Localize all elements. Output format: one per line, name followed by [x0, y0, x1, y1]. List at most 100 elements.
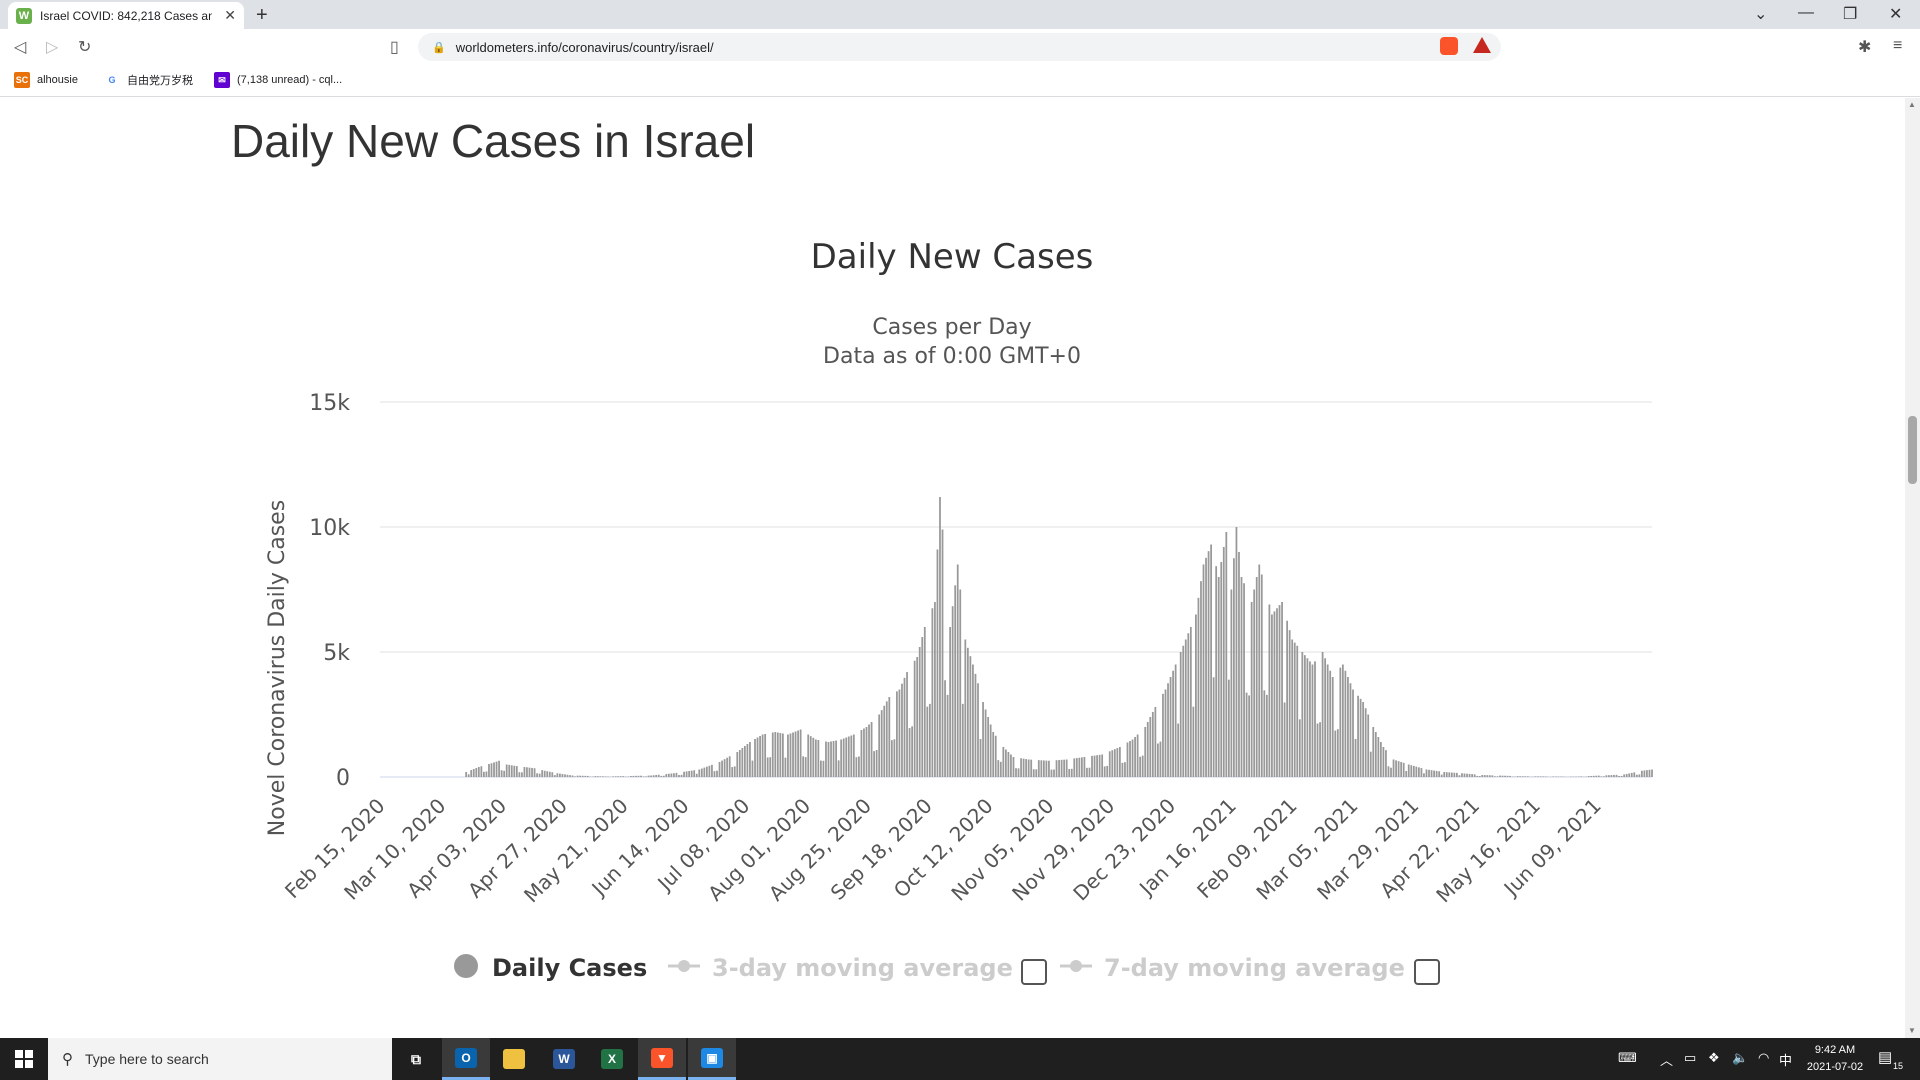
task-view-button[interactable]: ⧉ [392, 1038, 440, 1080]
bar [1058, 760, 1060, 777]
word-app[interactable]: W [540, 1038, 588, 1080]
bar [698, 769, 701, 777]
bar [1344, 670, 1347, 777]
keyboard-icon[interactable]: ⌨ [1618, 1050, 1637, 1065]
minimize-button[interactable]: — [1798, 4, 1814, 21]
tab-israel-covid[interactable]: W Israel COVID: 842,218 Cases and 6 ✕ [8, 2, 244, 29]
mail-icon: ✉ [214, 72, 230, 88]
bar [1020, 758, 1022, 777]
clock[interactable]: 9:42 AM 2021-07-02 [1795, 1042, 1875, 1076]
bar [1534, 776, 1537, 777]
bar [1136, 734, 1139, 777]
tab-search-icon[interactable]: ⌄ [1754, 6, 1768, 23]
bar [500, 770, 503, 777]
bar [477, 767, 480, 777]
bar [769, 757, 772, 777]
bar [896, 691, 898, 777]
tab-title: Israel COVID: 842,218 Cases and 6 [40, 8, 212, 23]
bookmark-icon[interactable]: ▯ [390, 39, 399, 56]
scroll-down-icon[interactable]: ▼ [1908, 1026, 1916, 1035]
bar [1597, 775, 1600, 777]
battery-icon[interactable]: ▭ [1684, 1050, 1697, 1065]
excel-app[interactable]: X [588, 1038, 636, 1080]
bar [1506, 775, 1509, 777]
scrollbar-thumb[interactable] [1908, 416, 1917, 484]
bar [1397, 761, 1400, 777]
tab-bar: W Israel COVID: 842,218 Cases and 6 ✕ + … [0, 0, 1920, 29]
bar [847, 736, 850, 777]
bar [898, 689, 901, 777]
y-axis-label: Novel Coronavirus Daily Cases [265, 500, 290, 836]
brave-rewards-icon[interactable] [1473, 37, 1491, 53]
extensions-icon[interactable]: ✱ [1858, 39, 1872, 56]
bar [1073, 758, 1076, 777]
bar [503, 770, 506, 777]
bar [657, 774, 660, 777]
forward-icon[interactable]: ▷ [46, 39, 59, 56]
bar [989, 724, 992, 777]
restore-button[interactable]: ❐ [1843, 6, 1858, 23]
y-tick-label: 5k [323, 641, 350, 666]
bar [1466, 773, 1468, 777]
bar [1222, 547, 1225, 777]
file-explorer-app[interactable] [490, 1038, 538, 1080]
remote-app[interactable]: ▣ [688, 1038, 736, 1080]
brave-shields-icon[interactable] [1440, 37, 1458, 55]
bar [1473, 774, 1476, 777]
bookmark-item[interactable]: G 自由党万岁税 [104, 72, 193, 88]
bookmark-item[interactable]: ✉ (7,138 unread) - cql... [214, 72, 342, 88]
bar [830, 741, 832, 777]
bar [1004, 749, 1007, 777]
bar [1271, 614, 1273, 777]
menu-icon[interactable]: ≡ [1893, 37, 1903, 54]
bar [561, 774, 564, 777]
volume-icon[interactable]: 🔈 [1732, 1050, 1749, 1065]
moving-average-7-checkbox[interactable] [1414, 959, 1440, 985]
dropbox-icon[interactable]: ❖ [1708, 1050, 1720, 1065]
bar [574, 776, 576, 777]
bar [1179, 652, 1182, 777]
bar [1544, 776, 1547, 777]
taskbar-search[interactable]: ⚲ Type here to search [48, 1038, 392, 1080]
bar [685, 771, 688, 777]
bar [731, 767, 734, 777]
brave-browser-app[interactable]: ▼ [638, 1038, 686, 1080]
bar [1372, 727, 1375, 777]
bar [1329, 670, 1332, 777]
reload-icon[interactable]: ↻ [78, 39, 92, 56]
bar [1146, 722, 1149, 777]
bar [1643, 770, 1646, 777]
bar [1220, 562, 1223, 777]
new-tab-button[interactable]: + [256, 4, 268, 26]
bar [1159, 741, 1162, 777]
address-bar[interactable]: 🔒 worldometers.info/coronavirus/country/… [418, 33, 1501, 61]
outlook-app[interactable]: O [442, 1038, 490, 1080]
bar [1096, 755, 1098, 777]
bar [642, 776, 645, 777]
bar [1124, 762, 1126, 777]
bar [787, 734, 789, 777]
bar [1311, 664, 1314, 777]
close-window-button[interactable]: ✕ [1889, 6, 1903, 23]
lock-icon[interactable]: 🔒 [432, 41, 446, 54]
bar [956, 564, 959, 777]
back-icon[interactable]: ◁ [14, 39, 27, 56]
scrollbar[interactable]: ▲ ▼ [1905, 98, 1920, 1038]
bar [1519, 776, 1522, 777]
bookmark-item[interactable]: SC alhousie [14, 72, 78, 88]
bar [1068, 768, 1071, 777]
close-tab-icon[interactable]: ✕ [224, 7, 236, 23]
moving-average-3-checkbox[interactable] [1021, 959, 1047, 985]
url-text[interactable]: worldometers.info/coronavirus/country/is… [455, 39, 714, 55]
show-hidden-icons-icon[interactable]: ︿ [1660, 1053, 1674, 1068]
notification-center-icon[interactable]: ▤ [1878, 1049, 1893, 1066]
start-button[interactable] [0, 1038, 48, 1080]
input-method-indicator[interactable]: 中 [1779, 1053, 1793, 1068]
bar [640, 775, 642, 777]
scroll-up-icon[interactable]: ▲ [1908, 100, 1916, 109]
bar [1448, 772, 1451, 777]
wifi-icon[interactable]: ◠ [1758, 1050, 1770, 1065]
bar [604, 776, 607, 777]
bar [1600, 776, 1603, 777]
bar [546, 771, 549, 777]
